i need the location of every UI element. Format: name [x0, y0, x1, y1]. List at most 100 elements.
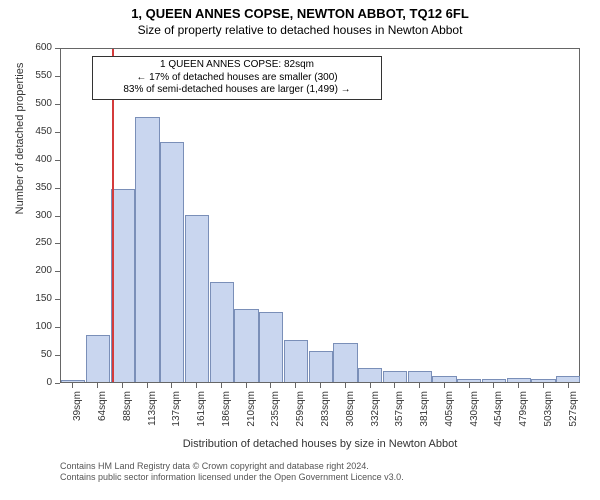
x-tick — [147, 383, 148, 388]
histogram-bar — [284, 340, 308, 382]
annotation-line-3: 83% of semi-detached houses are larger (… — [99, 84, 375, 97]
histogram-bar — [408, 371, 432, 382]
y-tick-label: 500 — [0, 98, 52, 109]
y-tick-label: 350 — [0, 182, 52, 193]
x-tick-label: 527sqm — [568, 391, 579, 439]
x-tick — [568, 383, 569, 388]
x-tick-label: 88sqm — [122, 391, 133, 439]
credits-line-1: Contains HM Land Registry data © Crown c… — [60, 461, 404, 472]
x-tick — [518, 383, 519, 388]
y-tick-label: 250 — [0, 237, 52, 248]
x-tick — [394, 383, 395, 388]
annotation-line-1: 1 QUEEN ANNES COPSE: 82sqm — [99, 59, 375, 72]
histogram-bar — [358, 368, 382, 382]
x-tick-label: 332sqm — [370, 391, 381, 439]
histogram-bar — [507, 378, 531, 382]
x-tick-label: 405sqm — [444, 391, 455, 439]
y-tick — [55, 216, 60, 217]
x-tick — [171, 383, 172, 388]
histogram-bar — [135, 117, 159, 382]
x-tick — [320, 383, 321, 388]
y-tick-label: 300 — [0, 210, 52, 221]
x-tick — [97, 383, 98, 388]
y-tick — [55, 243, 60, 244]
histogram-bar — [482, 379, 506, 382]
histogram-bar — [234, 309, 258, 382]
x-tick-label: 283sqm — [320, 391, 331, 439]
histogram-bar — [531, 379, 555, 382]
x-tick-label: 235sqm — [270, 391, 281, 439]
x-tick-label: 454sqm — [493, 391, 504, 439]
x-tick-label: 308sqm — [345, 391, 356, 439]
histogram-bar — [432, 376, 456, 382]
annotation-box: 1 QUEEN ANNES COPSE: 82sqm ← 17% of deta… — [92, 56, 382, 100]
histogram-bar — [259, 312, 283, 382]
x-tick-label: 259sqm — [295, 391, 306, 439]
x-tick-label: 137sqm — [171, 391, 182, 439]
x-tick-label: 39sqm — [72, 391, 83, 439]
histogram-bar — [61, 380, 85, 382]
y-tick — [55, 160, 60, 161]
x-tick — [469, 383, 470, 388]
x-tick-label: 479sqm — [518, 391, 529, 439]
histogram-bar — [556, 376, 580, 382]
histogram-bar — [185, 215, 209, 383]
y-tick-label: 0 — [0, 377, 52, 388]
y-tick-label: 450 — [0, 126, 52, 137]
x-tick-label: 64sqm — [97, 391, 108, 439]
credits-text: Contains HM Land Registry data © Crown c… — [60, 461, 404, 484]
x-tick — [493, 383, 494, 388]
y-tick-label: 50 — [0, 349, 52, 360]
y-tick-label: 150 — [0, 293, 52, 304]
y-tick-label: 600 — [0, 42, 52, 53]
x-tick-label: 430sqm — [469, 391, 480, 439]
y-tick-label: 100 — [0, 321, 52, 332]
chart-title: 1, QUEEN ANNES COPSE, NEWTON ABBOT, TQ12… — [0, 0, 600, 21]
annotation-line-2: ← 17% of detached houses are smaller (30… — [99, 72, 375, 85]
y-tick — [55, 271, 60, 272]
histogram-bar — [333, 343, 357, 382]
y-tick — [55, 132, 60, 133]
histogram-bar — [383, 371, 407, 382]
y-tick — [55, 48, 60, 49]
x-tick — [543, 383, 544, 388]
x-tick-label: 113sqm — [147, 391, 158, 439]
y-tick — [55, 299, 60, 300]
y-tick — [55, 383, 60, 384]
x-tick — [122, 383, 123, 388]
x-tick — [196, 383, 197, 388]
x-tick — [72, 383, 73, 388]
x-tick — [370, 383, 371, 388]
credits-line-2: Contains public sector information licen… — [60, 472, 404, 483]
y-tick-label: 550 — [0, 70, 52, 81]
x-tick-label: 186sqm — [221, 391, 232, 439]
y-tick — [55, 188, 60, 189]
histogram-bar — [210, 282, 234, 383]
y-tick — [55, 76, 60, 77]
x-tick-label: 161sqm — [196, 391, 207, 439]
x-tick-label: 210sqm — [246, 391, 257, 439]
x-tick — [419, 383, 420, 388]
x-tick-label: 503sqm — [543, 391, 554, 439]
chart-subtitle: Size of property relative to detached ho… — [0, 21, 600, 37]
y-tick-label: 400 — [0, 154, 52, 165]
histogram-bar — [457, 379, 481, 382]
x-tick — [444, 383, 445, 388]
x-axis-label: Distribution of detached houses by size … — [60, 438, 580, 450]
x-tick — [295, 383, 296, 388]
y-tick — [55, 327, 60, 328]
y-tick — [55, 355, 60, 356]
x-tick — [246, 383, 247, 388]
histogram-bar — [111, 189, 135, 382]
y-tick — [55, 104, 60, 105]
x-tick — [221, 383, 222, 388]
x-tick — [345, 383, 346, 388]
histogram-bar — [309, 351, 333, 382]
x-tick — [270, 383, 271, 388]
histogram-bar — [86, 335, 110, 382]
x-tick-label: 357sqm — [394, 391, 405, 439]
chart-container: { "title": "1, QUEEN ANNES COPSE, NEWTON… — [0, 0, 600, 500]
y-tick-label: 200 — [0, 265, 52, 276]
histogram-bar — [160, 142, 184, 382]
x-tick-label: 381sqm — [419, 391, 430, 439]
